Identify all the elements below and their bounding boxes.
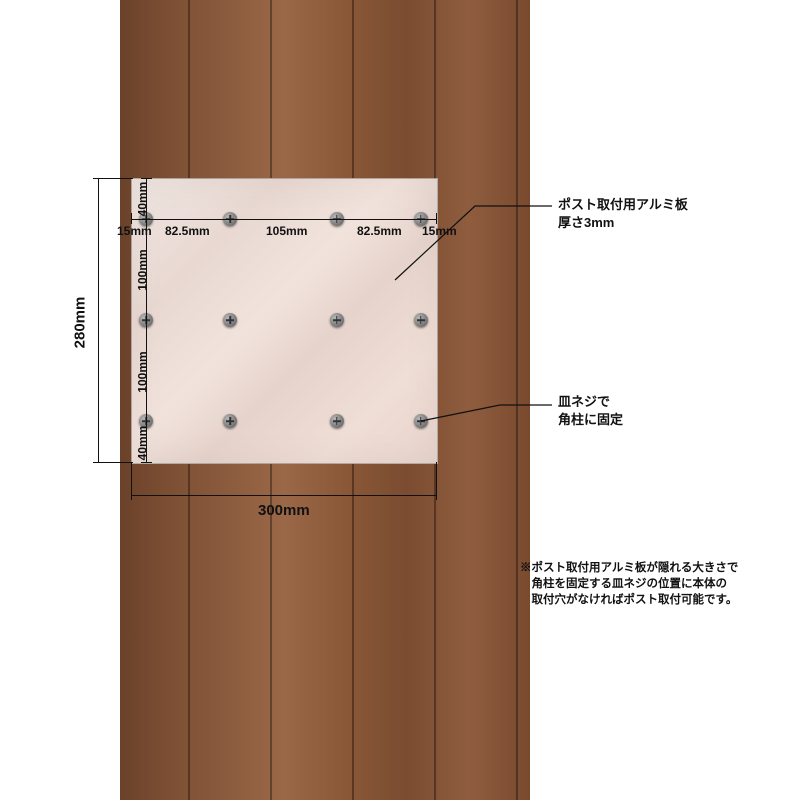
dim-tick <box>141 178 152 179</box>
dim-v-2: 100mm <box>136 351 150 392</box>
screw-icon <box>414 414 428 428</box>
outer-dim-line-h <box>131 495 436 496</box>
diagram-canvas: 15mm 82.5mm 105mm 82.5mm 15mm 40mm 100mm… <box>0 0 800 800</box>
callout-text-plate: ポスト取付用アルミ板 厚さ3mm <box>558 196 688 231</box>
dim-tick <box>93 462 133 463</box>
plank-line <box>516 0 518 800</box>
dim-h-1: 82.5mm <box>165 224 210 238</box>
screw-icon <box>223 313 237 327</box>
dim-h-2: 105mm <box>266 224 307 238</box>
dim-tick <box>436 462 437 500</box>
dim-h-3: 82.5mm <box>357 224 402 238</box>
screw-icon <box>330 414 344 428</box>
dim-tick <box>436 213 437 224</box>
aluminum-plate <box>131 178 438 464</box>
screw-icon <box>223 414 237 428</box>
dim-tick <box>141 462 152 463</box>
dim-h-4: 15mm <box>422 224 457 238</box>
dim-v-1: 100mm <box>136 249 150 290</box>
screw-icon <box>330 313 344 327</box>
callout-text-screw: 皿ネジで 角柱に固定 <box>558 393 623 428</box>
dim-v-0: 40mm <box>135 182 149 217</box>
dim-tick <box>131 462 132 500</box>
dim-line-v <box>146 178 147 462</box>
outer-height-label: 280mm <box>71 297 88 349</box>
dim-tick <box>93 178 133 179</box>
dim-v-3: 40mm <box>135 426 149 461</box>
outer-dim-line-v <box>98 178 99 462</box>
dim-tick <box>131 213 132 224</box>
screw-icon <box>414 313 428 327</box>
footnote: ※ポスト取付用アルミ板が隠れる大きさで 角柱を固定する皿ネジの位置に本体の 取付… <box>520 560 738 608</box>
dim-line-h <box>131 219 436 220</box>
outer-width-label: 300mm <box>258 502 310 519</box>
